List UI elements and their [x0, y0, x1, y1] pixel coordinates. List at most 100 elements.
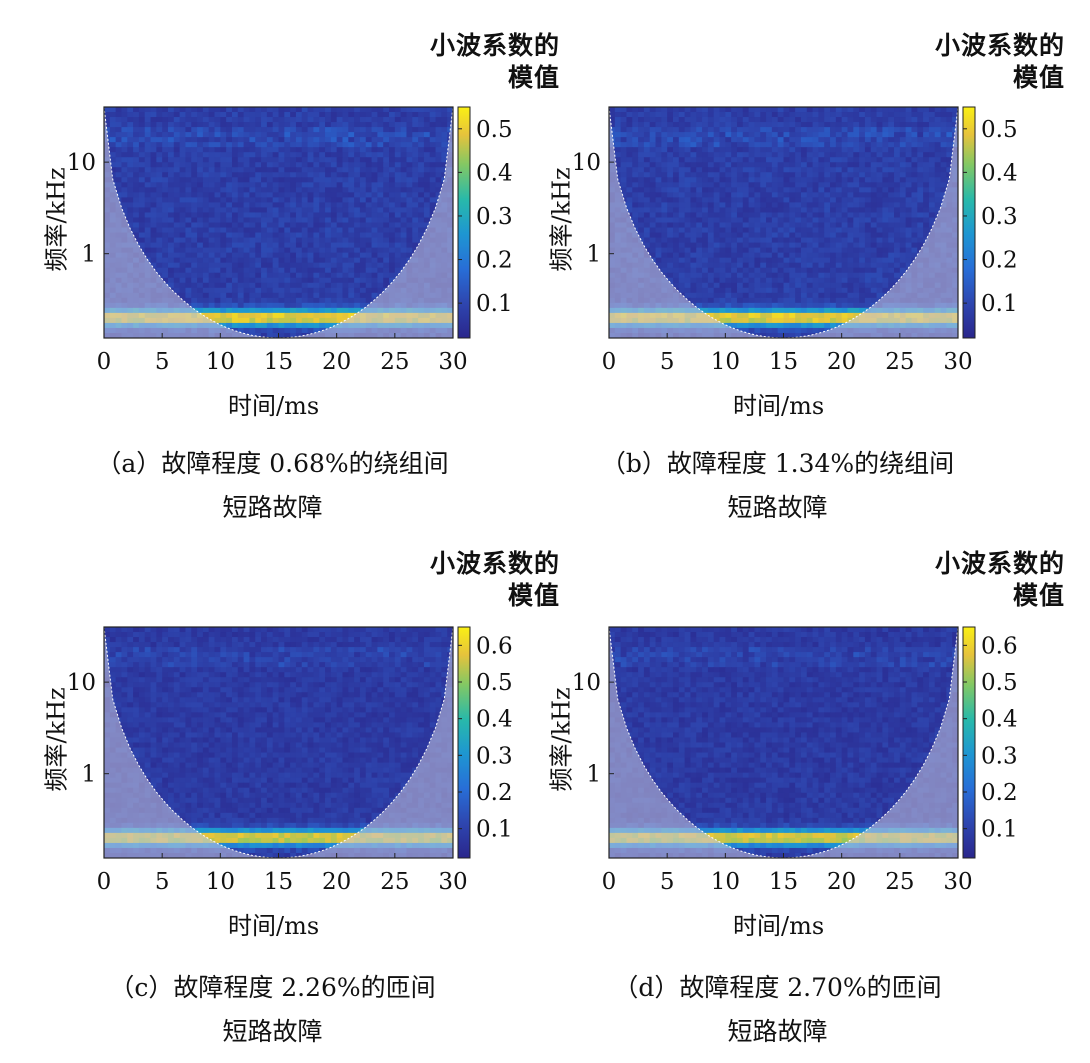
heatmap-cell	[319, 247, 326, 254]
heatmap-cell	[830, 197, 837, 204]
heatmap-cell	[736, 157, 744, 163]
heatmap-cell	[800, 227, 808, 234]
heatmap-cell	[899, 167, 907, 173]
heatmap-cell	[859, 247, 866, 254]
heatmap-cell	[330, 277, 338, 284]
heatmap-cell	[185, 207, 192, 214]
heatmap-cell	[719, 287, 726, 294]
heatmap-cell	[342, 137, 349, 143]
heatmap-cell	[301, 272, 309, 279]
heatmap-cell	[905, 162, 913, 168]
heatmap-cell	[406, 157, 413, 163]
heatmap-cell	[226, 162, 233, 168]
heatmap-cell	[406, 182, 413, 188]
heatmap-cell	[760, 172, 767, 178]
heatmap-cell	[231, 207, 239, 214]
heatmap-cell	[777, 277, 785, 284]
heatmap-cell	[864, 172, 872, 178]
heatmap-cell	[243, 287, 251, 294]
heatmap-cell	[394, 217, 402, 224]
heatmap-cell	[795, 242, 802, 249]
heatmap-cell	[917, 227, 924, 234]
heatmap-cell	[290, 112, 297, 118]
heatmap-cell	[342, 127, 349, 133]
heatmap-cell	[864, 167, 872, 173]
heatmap-cell	[226, 322, 233, 329]
heatmap-cell	[882, 242, 889, 249]
heatmap-cell	[620, 162, 628, 168]
heatmap-cell	[429, 207, 437, 214]
heatmap-cell	[307, 322, 314, 329]
heatmap-cell	[655, 167, 662, 173]
heatmap-cell	[266, 132, 274, 138]
heatmap-cell	[208, 182, 216, 188]
heatmap-cell	[371, 177, 378, 183]
heatmap-cell	[261, 167, 268, 173]
heatmap-cell	[220, 282, 227, 289]
heatmap-cell	[214, 287, 221, 294]
heatmap-cell	[197, 282, 204, 289]
heatmap-cell	[243, 167, 251, 173]
heatmap-cell	[812, 112, 819, 118]
heatmap-cell	[684, 157, 692, 163]
heatmap-cell	[696, 207, 703, 214]
heatmap-cell	[127, 192, 134, 198]
heatmap-cell	[243, 162, 251, 168]
heatmap-cell	[295, 197, 303, 204]
heatmap-cell	[713, 177, 721, 183]
heatmap-cell	[847, 282, 854, 289]
heatmap-cell	[731, 137, 738, 143]
heatmap-cell	[383, 112, 390, 118]
heatmap-cell	[661, 267, 668, 274]
heatmap-cell	[284, 267, 291, 274]
heatmap-cell	[824, 222, 831, 229]
heatmap-cell	[940, 112, 947, 118]
heatmap-cell	[394, 127, 402, 133]
heatmap-cell	[667, 142, 674, 148]
heatmap-cell	[138, 147, 146, 153]
heatmap-cell	[632, 117, 639, 123]
heatmap-cell	[231, 212, 239, 219]
heatmap-cell	[325, 287, 332, 294]
heatmap-cell	[359, 142, 367, 148]
heatmap-cell	[800, 217, 808, 224]
heatmap-cell	[202, 157, 210, 163]
heatmap-cell	[406, 132, 413, 138]
heatmap-cell	[266, 257, 274, 264]
heatmap-cell	[795, 282, 802, 289]
heatmap-cell	[348, 262, 355, 269]
heatmap-cell	[290, 297, 297, 304]
heatmap-cell	[830, 107, 837, 113]
heatmap-cell	[150, 227, 157, 234]
heatmap-cell	[231, 307, 239, 314]
heatmap-cell	[307, 307, 314, 314]
heatmap-cell	[870, 257, 878, 264]
heatmap-cell	[894, 142, 901, 148]
heatmap-cell	[383, 262, 390, 269]
heatmap-cell	[167, 242, 175, 249]
heatmap-cell	[707, 212, 715, 219]
heatmap-cell	[841, 277, 849, 284]
heatmap-cell	[923, 197, 930, 204]
heatmap-cell	[290, 187, 297, 193]
heatmap-cell	[133, 177, 140, 183]
heatmap-cell	[899, 212, 907, 219]
heatmap-cell	[313, 177, 320, 183]
heatmap-cell	[638, 177, 645, 183]
heatmap-cell	[278, 127, 285, 133]
heatmap-cell	[684, 147, 692, 153]
heatmap-cell	[771, 242, 779, 249]
heatmap-cell	[313, 157, 320, 163]
heatmap-cell	[214, 232, 221, 239]
heatmap-cell	[441, 122, 448, 128]
heatmap-cell	[835, 127, 843, 133]
heatmap-cell	[643, 117, 651, 123]
heatmap-cell	[144, 137, 152, 143]
heatmap-cell	[864, 222, 872, 229]
heatmap-cell	[435, 147, 442, 153]
heatmap-cell	[249, 157, 256, 163]
heatmap-cell	[783, 212, 790, 219]
heatmap-cell	[713, 137, 721, 143]
heatmap-cell	[319, 232, 326, 239]
heatmap-cell	[400, 227, 408, 234]
